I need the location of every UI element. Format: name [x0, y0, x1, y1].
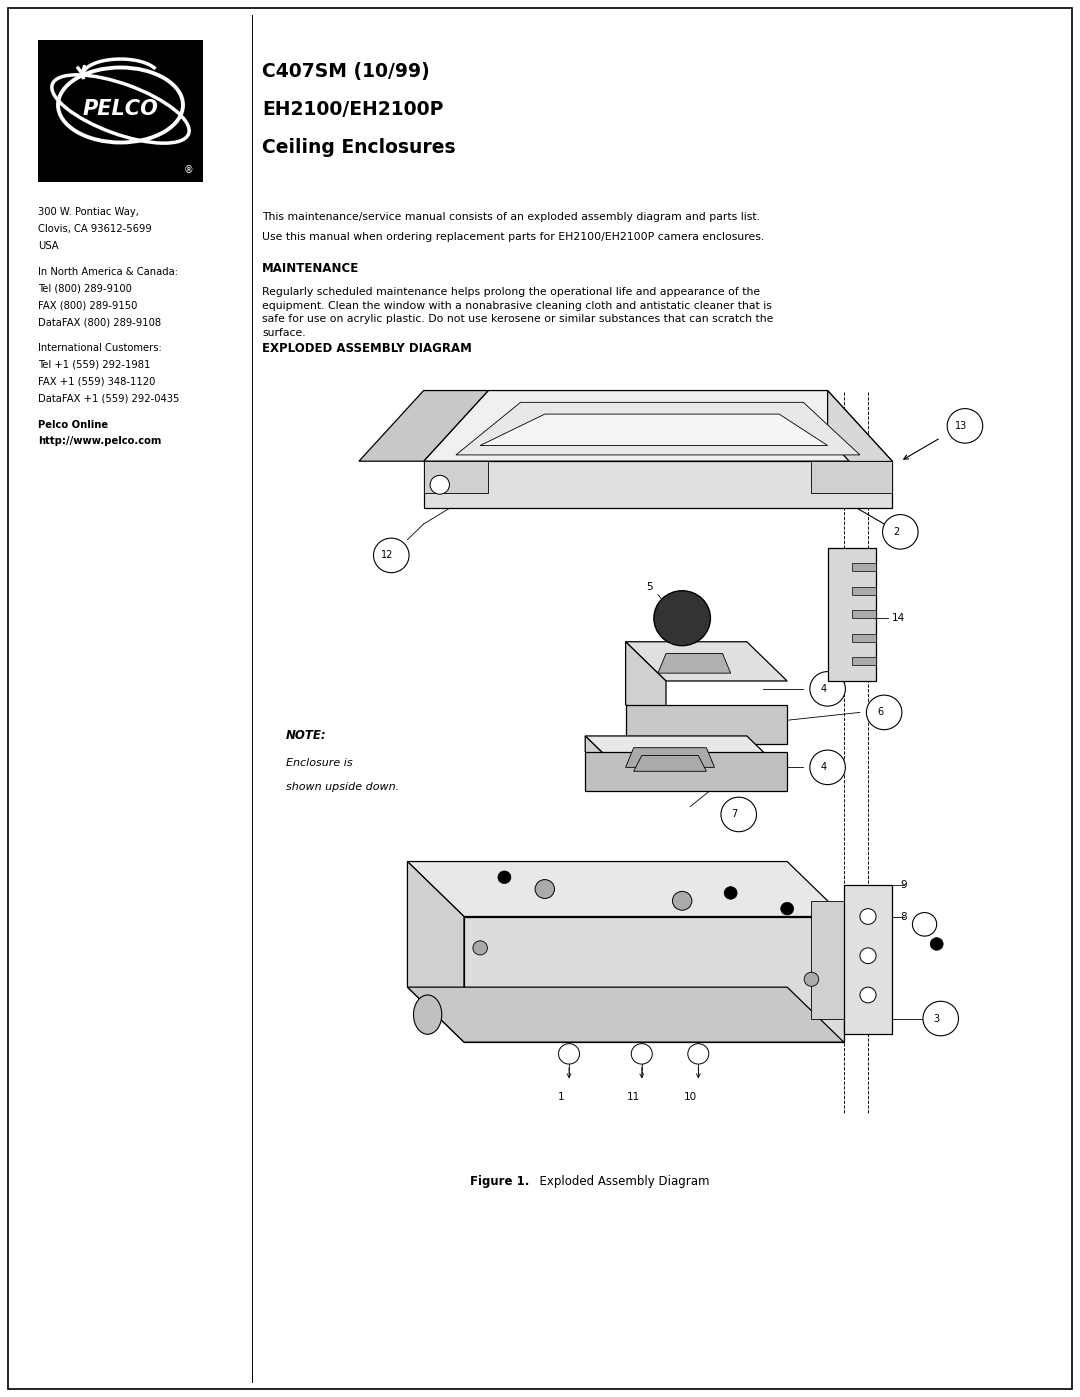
Polygon shape [585, 736, 625, 791]
Polygon shape [585, 736, 787, 775]
Circle shape [721, 798, 756, 831]
Polygon shape [658, 654, 731, 673]
Text: Enclosure is: Enclosure is [286, 759, 353, 768]
Polygon shape [625, 641, 787, 680]
Circle shape [930, 937, 943, 950]
Text: MAINTENANCE: MAINTENANCE [262, 263, 360, 275]
Text: 13: 13 [955, 420, 967, 430]
Text: Tel (800) 289-9100: Tel (800) 289-9100 [38, 284, 132, 293]
Polygon shape [625, 641, 666, 743]
Circle shape [781, 902, 794, 915]
Text: 11: 11 [627, 1092, 640, 1102]
Polygon shape [852, 587, 876, 595]
Circle shape [866, 696, 902, 729]
Circle shape [535, 880, 554, 898]
Text: 8: 8 [901, 911, 907, 922]
Text: In North America & Canada:: In North America & Canada: [38, 267, 178, 277]
Polygon shape [843, 886, 892, 1034]
Polygon shape [852, 610, 876, 619]
Text: 4: 4 [821, 685, 826, 694]
Text: FAX (800) 289-9150: FAX (800) 289-9150 [38, 300, 137, 310]
Text: shown upside down.: shown upside down. [286, 782, 400, 792]
Circle shape [631, 1044, 652, 1065]
Text: Pelco Online: Pelco Online [38, 419, 108, 429]
Text: PELCO: PELCO [82, 99, 159, 119]
Circle shape [947, 408, 983, 443]
Polygon shape [634, 756, 706, 771]
Polygon shape [852, 658, 876, 665]
Text: 5: 5 [647, 581, 653, 592]
Text: EH2100/EH2100P: EH2100/EH2100P [262, 101, 444, 119]
Ellipse shape [414, 995, 442, 1034]
Text: Regularly scheduled maintenance helps prolong the operational life and appearanc: Regularly scheduled maintenance helps pr… [262, 286, 773, 338]
Circle shape [673, 891, 692, 911]
Text: EXPLODED ASSEMBLY DIAGRAM: EXPLODED ASSEMBLY DIAGRAM [262, 342, 472, 355]
Circle shape [558, 1044, 580, 1065]
Circle shape [913, 912, 936, 936]
Text: FAX +1 (559) 348-1120: FAX +1 (559) 348-1120 [38, 377, 156, 387]
Text: This maintenance/service manual consists of an exploded assembly diagram and par: This maintenance/service manual consists… [262, 212, 760, 222]
Text: 12: 12 [381, 550, 393, 560]
Text: http://www.pelco.com: http://www.pelco.com [38, 436, 161, 446]
Polygon shape [464, 916, 843, 1042]
Text: Exploded Assembly Diagram: Exploded Assembly Diagram [532, 1175, 710, 1187]
Polygon shape [811, 901, 843, 1018]
Text: DataFAX +1 (559) 292-0435: DataFAX +1 (559) 292-0435 [38, 394, 179, 404]
Polygon shape [407, 862, 464, 1042]
Circle shape [688, 1044, 708, 1065]
Text: 9: 9 [901, 880, 907, 890]
Polygon shape [625, 704, 787, 743]
Circle shape [860, 988, 876, 1003]
Circle shape [860, 908, 876, 925]
Circle shape [374, 538, 409, 573]
Text: Figure 1.: Figure 1. [470, 1175, 529, 1187]
Text: USA: USA [38, 240, 58, 250]
Polygon shape [359, 391, 488, 461]
Circle shape [860, 949, 876, 964]
Circle shape [498, 870, 511, 883]
Circle shape [725, 887, 738, 900]
Circle shape [923, 1002, 958, 1035]
Text: Use this manual when ordering replacement parts for EH2100/EH2100P camera enclos: Use this manual when ordering replacemen… [262, 232, 765, 242]
Text: 14: 14 [892, 613, 905, 623]
Polygon shape [423, 461, 488, 493]
Polygon shape [456, 402, 860, 455]
Text: 300 W. Pontiac Way,: 300 W. Pontiac Way, [38, 207, 139, 217]
Polygon shape [423, 391, 892, 461]
Polygon shape [407, 988, 843, 1042]
Text: 10: 10 [684, 1092, 697, 1102]
Polygon shape [423, 461, 892, 509]
Circle shape [653, 591, 711, 645]
Text: 3: 3 [933, 1014, 940, 1024]
Circle shape [473, 940, 487, 956]
Text: 7: 7 [731, 809, 738, 820]
Polygon shape [625, 747, 715, 767]
Text: DataFAX (800) 289-9108: DataFAX (800) 289-9108 [38, 317, 161, 327]
Text: International Customers:: International Customers: [38, 344, 162, 353]
Text: Tel +1 (559) 292-1981: Tel +1 (559) 292-1981 [38, 360, 150, 370]
Text: ®: ® [184, 165, 194, 175]
Text: C407SM (10/99): C407SM (10/99) [262, 61, 430, 81]
Polygon shape [407, 862, 843, 916]
Text: NOTE:: NOTE: [286, 729, 327, 742]
Text: 2: 2 [893, 527, 900, 536]
Text: 6: 6 [877, 707, 883, 718]
Text: 1: 1 [557, 1092, 564, 1102]
Polygon shape [585, 752, 787, 791]
Circle shape [430, 475, 449, 495]
Circle shape [805, 972, 819, 986]
Polygon shape [481, 414, 827, 446]
Circle shape [810, 672, 846, 705]
Polygon shape [827, 391, 892, 509]
Text: Clovis, CA 93612-5699: Clovis, CA 93612-5699 [38, 224, 152, 233]
Polygon shape [811, 461, 892, 493]
Polygon shape [827, 548, 876, 680]
Text: Ceiling Enclosures: Ceiling Enclosures [262, 138, 456, 156]
Text: 4: 4 [821, 763, 826, 773]
Circle shape [810, 750, 846, 785]
FancyBboxPatch shape [38, 41, 203, 182]
Polygon shape [852, 563, 876, 571]
Polygon shape [852, 634, 876, 641]
Circle shape [882, 514, 918, 549]
